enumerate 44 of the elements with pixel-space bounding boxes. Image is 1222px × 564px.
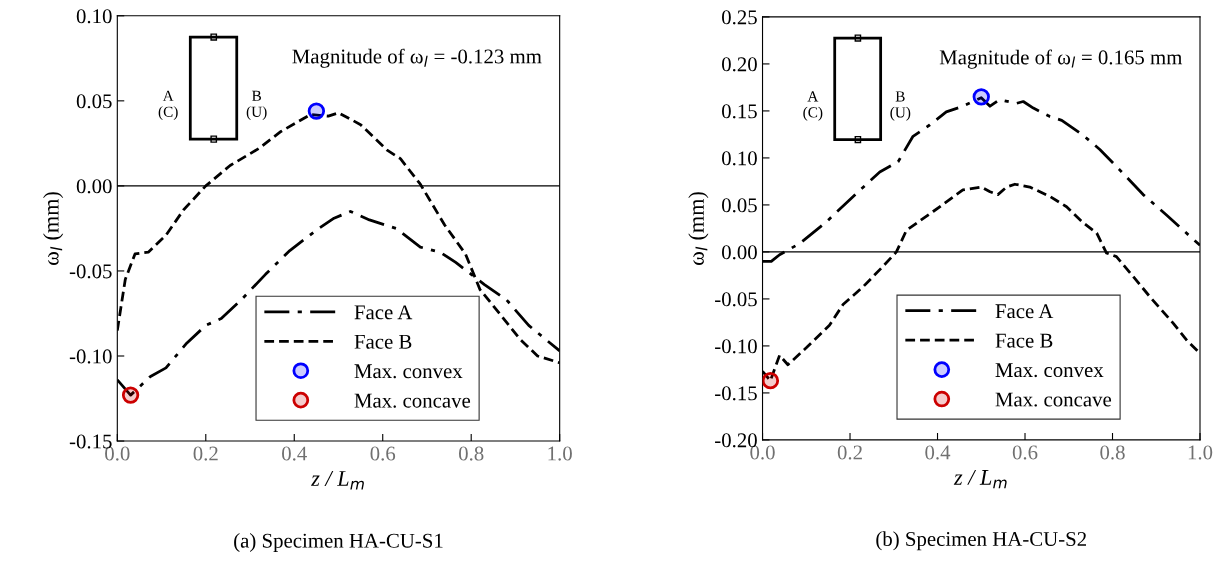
y-tick-label: 0.10 (76, 9, 112, 24)
y-axis-title: ω$_{l}$ (mm) (43, 192, 64, 265)
legend-label: Face B (995, 333, 1053, 348)
x-tick-label: 0.2 (837, 445, 862, 460)
y-tick-label: 0.00 (722, 245, 757, 260)
text: (a) Specimen HA-CU-S1 (234, 533, 443, 552)
y-tick-label: -0.05 (715, 292, 757, 307)
x-axis-title: z / L$_{m}$ (311, 471, 364, 490)
y-tick-label: 0.10 (722, 151, 757, 166)
y-tick-label: -0.10 (715, 339, 757, 354)
legend-label: Max. convex (354, 364, 463, 379)
annotation: Magnitude of ω$_{l}$ = -0.123 mm (292, 48, 542, 68)
legend-label: Face A (995, 304, 1054, 319)
y-tick-label: -0.15 (715, 386, 757, 401)
x-tick-label: 0.4 (282, 446, 307, 461)
x-axis-title: z / L$_{m}$ (953, 469, 1007, 489)
y-tick-label: 0.20 (722, 57, 757, 72)
legend-label: Face A (354, 305, 413, 320)
x-tick-label: 0.8 (458, 446, 484, 461)
y-tick-label: 0.15 (722, 104, 757, 119)
x-tick-label: 0.8 (1100, 445, 1125, 460)
annotation: Magnitude of ω$_{l}$ = 0.165 mm (939, 49, 1183, 69)
x-tick-label: 0.6 (370, 446, 396, 461)
y-axis-title: ω$_{l}$ (mm) (688, 192, 709, 265)
legend-label: Max. concave (995, 392, 1112, 407)
legend-label: Max. concave (354, 393, 471, 408)
x-tick-label: 1.0 (1188, 445, 1213, 460)
x-tick-label: 0.4 (925, 445, 951, 460)
x-tick-label: 0.2 (193, 446, 218, 461)
annotation: A (C) (803, 91, 823, 121)
legend-label: Max. convex (995, 363, 1104, 378)
y-tick-label: -0.10 (69, 349, 112, 364)
y-tick-label: 0.05 (722, 198, 757, 213)
y-tick-label: 0.00 (76, 179, 112, 194)
x-tick-label: 0.6 (1012, 445, 1038, 460)
text: (b) Specimen HA-CU-S2 (876, 531, 1086, 551)
y-tick-label: 0.05 (76, 94, 112, 109)
legend-label: Face B (354, 334, 412, 349)
annotation: A (C) (158, 90, 178, 121)
y-tick-label: -0.05 (69, 264, 112, 279)
y-tick-label: 0.25 (722, 10, 757, 25)
x-tick-label: 1.0 (548, 446, 572, 461)
annotation: B (U) (246, 90, 267, 121)
annotation: B (U) (890, 91, 911, 121)
